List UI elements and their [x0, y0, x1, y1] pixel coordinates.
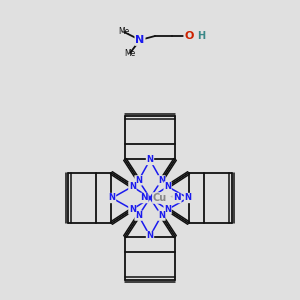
Text: N: N: [146, 232, 154, 241]
Text: N: N: [158, 176, 165, 185]
Text: N: N: [129, 182, 136, 191]
Text: Me: Me: [118, 28, 130, 37]
Text: N: N: [140, 194, 148, 202]
Text: ⁻: ⁻: [151, 194, 155, 202]
Text: N: N: [135, 211, 142, 220]
Text: N: N: [164, 205, 171, 214]
Text: ⁺⁺: ⁺⁺: [169, 194, 177, 202]
Text: N: N: [164, 182, 171, 191]
Text: N: N: [184, 194, 191, 202]
Text: O: O: [184, 31, 194, 41]
Text: N: N: [109, 194, 116, 202]
Text: Cu: Cu: [153, 193, 167, 203]
Text: H: H: [197, 31, 205, 41]
Text: N: N: [173, 194, 181, 202]
Text: N: N: [135, 176, 142, 185]
Text: Me: Me: [124, 50, 136, 58]
Text: N: N: [129, 205, 136, 214]
Text: N: N: [146, 155, 154, 164]
Text: N: N: [158, 211, 165, 220]
Text: N: N: [135, 35, 145, 45]
